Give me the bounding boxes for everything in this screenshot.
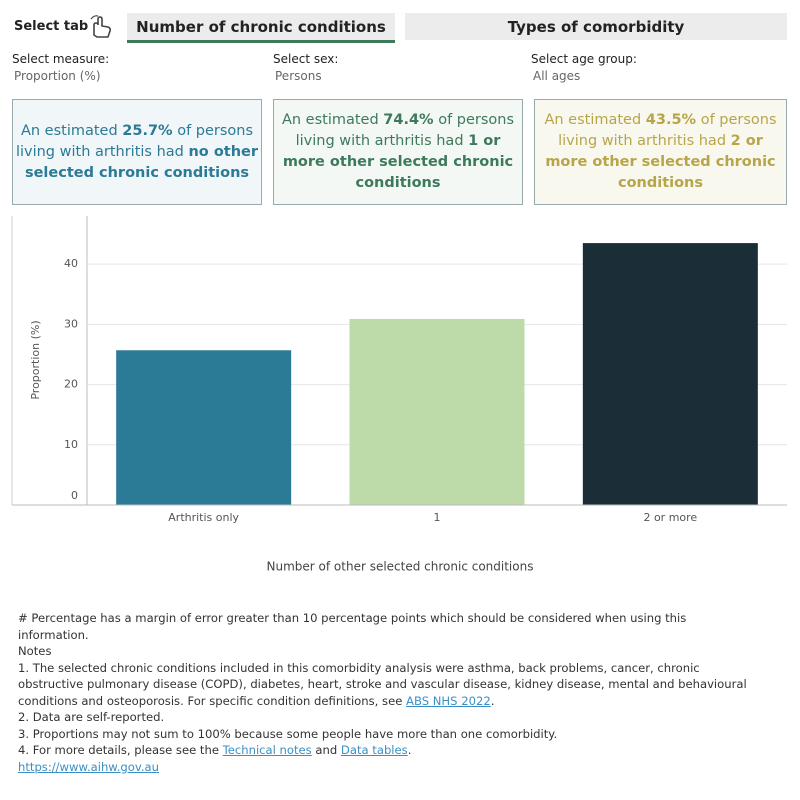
notes-title: Notes <box>18 644 52 658</box>
link[interactable]: Data tables <box>340 743 408 757</box>
callout-text: of persons living with arthritis had <box>15 122 254 160</box>
filter-value: Proportion (%) <box>14 69 101 83</box>
note: 1. The selected chronic conditions inclu… <box>18 660 758 710</box>
note-text: . <box>490 693 495 708</box>
x-tick-label: 1 <box>434 511 441 524</box>
callout-value: 25.7% <box>122 122 173 139</box>
filter[interactable]: Select age group: All ages <box>531 52 637 83</box>
callout-emphasis: no other selected chronic conditions <box>24 143 259 181</box>
callout-text: An estimated <box>281 112 384 128</box>
x-tick-label: 2 or more <box>643 511 697 524</box>
callout: An estimated 43.5% of persons living wit… <box>534 99 787 205</box>
y-tick-label: 40 <box>64 257 78 270</box>
x-tick-label: Arthritis only <box>168 511 239 524</box>
filter[interactable]: Select sex: Persons <box>273 52 338 83</box>
callout-text: of persons living with arthritis had <box>295 112 515 149</box>
filter-label: Select sex: <box>273 52 339 66</box>
y-tick-label: 0 <box>71 489 78 502</box>
note: 2. Data are self-reported. <box>18 710 165 724</box>
bar <box>582 243 758 505</box>
callout: An estimated 74.4% of persons living wit… <box>273 99 523 205</box>
callout-text: An estimated <box>544 112 646 128</box>
note: 3. Proportions may not sum to 100% becau… <box>18 726 558 741</box>
note: 4. For more details, please see the Tech… <box>18 742 758 759</box>
filter[interactable]: Select measure: Proportion (%) <box>12 52 109 83</box>
note-text: 4. For more details, please see the <box>18 743 223 757</box>
footnotes: # Percentage has a margin of error great… <box>18 610 758 775</box>
y-tick-label: 10 <box>64 438 78 451</box>
bar <box>116 350 292 505</box>
callout-value: 43.5% <box>645 112 697 128</box>
tab-button[interactable]: Number of chronic conditions <box>127 13 395 43</box>
link[interactable]: ABS NHS 2022 <box>406 693 491 708</box>
callout-text: An estimated <box>20 122 123 139</box>
hand-icon <box>90 15 112 38</box>
note-text: and <box>311 743 341 757</box>
y-tick-label: 30 <box>64 317 78 330</box>
filter-label: Select age group: <box>531 52 637 66</box>
link[interactable]: https://www.aihw.gov.au <box>18 759 159 774</box>
callout-value: 74.4% <box>383 112 434 128</box>
x-axis-title: Number of other selected chronic conditi… <box>267 560 534 574</box>
callout-text: of persons living with arthritis had <box>558 112 777 149</box>
callout-emphasis: 2 or more other selected chronic conditi… <box>545 133 776 191</box>
tab-button[interactable]: Types of comorbidity <box>405 13 787 40</box>
bar <box>349 318 525 505</box>
filter-value: All ages <box>533 69 581 83</box>
callout-emphasis: 1 or more other selected chronic conditi… <box>282 133 514 191</box>
note-text: . <box>407 743 412 757</box>
tab-label: Select tab <box>14 19 89 34</box>
y-axis-title: Proportion (%) <box>29 320 42 399</box>
filter-label: Select measure: <box>12 52 110 66</box>
callout: An estimated 25.7% of persons living wit… <box>12 99 262 205</box>
margin-note: # Percentage has a margin of error great… <box>18 611 687 642</box>
note-text: 1. The selected chronic conditions inclu… <box>18 660 747 708</box>
link[interactable]: Technical notes <box>222 743 312 757</box>
filter-value: Persons <box>275 69 322 83</box>
y-tick-label: 20 <box>64 378 78 391</box>
